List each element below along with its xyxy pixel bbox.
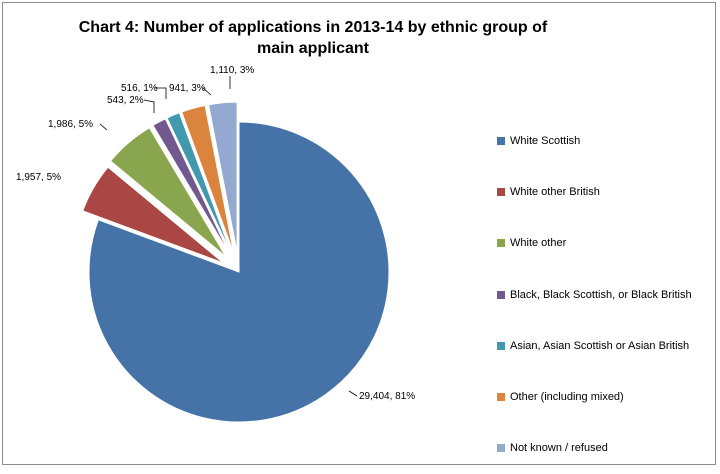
legend-swatch	[497, 341, 505, 350]
pie-slice-black-black-scottish-or-black-british	[152, 118, 231, 255]
legend-label: Not known / refused	[510, 442, 608, 455]
legend-item-white-scottish: White Scottish	[497, 115, 717, 166]
legend-label: White Scottish	[510, 134, 581, 147]
pie-slice-white-scottish	[88, 121, 390, 423]
data-label-black-black-scottish-or-black-british: 543, 2%	[107, 95, 144, 106]
legend-item-black-black-scottish-or-black-british: Black, Black Scottish, or Black British	[497, 269, 717, 320]
legend-swatch	[497, 136, 505, 145]
data-label-white-other-british: 1,957, 5%	[16, 172, 61, 183]
legend-label: Black, Black Scottish, or Black British	[510, 288, 692, 301]
pie-slice-other-including-mixed	[181, 104, 235, 253]
pie-slice-not-known-refused	[207, 101, 238, 253]
legend-item-not-known-refused: Not known / refused	[497, 423, 717, 474]
pie-chart: 29,404, 81% 1,957, 5% 1,986, 5% 543, 2%516,…	[16, 65, 415, 423]
legend-label: Asian, Asian Scottish or Asian British	[510, 339, 690, 352]
legend-swatch	[497, 393, 505, 402]
legend-item-other-including-mixed: Other (including mixed)	[497, 371, 717, 422]
legend-item-white-other: White other	[497, 218, 717, 269]
data-label-not-known-refused: 1,110, 3%	[210, 65, 254, 76]
legend-item-asian-asian-scottish-or-asian-british: Asian, Asian Scottish or Asian British	[497, 320, 717, 371]
legend: White Scottish White other British White o…	[497, 115, 717, 474]
data-label-asian-asian-scottish-or-asian-british: 516, 1%	[121, 83, 158, 94]
legend-label: White other	[510, 237, 567, 250]
legend-item-white-other-british: White other British	[497, 166, 717, 217]
legend-swatch	[497, 290, 505, 299]
leader-line-asian-asian-scottish-or-asian-british	[155, 87, 167, 99]
chart-frame: Chart 4: Number of applications in 2013-…	[2, 2, 716, 465]
leader-line-white-other	[99, 123, 108, 131]
leader-line-other-including-mixed	[202, 87, 212, 96]
legend-swatch	[497, 239, 505, 248]
pie-slice-white-other	[109, 127, 227, 258]
leader-line-black-black-scottish-or-black-british	[143, 99, 155, 113]
chart-title: Chart 4: Number of applications in 2013-…	[78, 19, 548, 57]
data-label-other-including-mixed: 941, 3%	[169, 83, 206, 94]
legend-label: Other (including mixed)	[510, 391, 624, 404]
pie-slice-white-other-british	[82, 166, 224, 264]
legend-swatch	[497, 444, 505, 453]
pie-slice-asian-asian-scottish-or-asian-british	[166, 112, 232, 254]
leader-line-white-scottish	[348, 390, 358, 397]
data-label-white-scottish: 29,404, 81%	[359, 391, 415, 402]
legend-label: White other British	[510, 185, 600, 198]
data-label-white-other: 1,986, 5%	[48, 119, 93, 130]
legend-swatch	[497, 187, 505, 196]
